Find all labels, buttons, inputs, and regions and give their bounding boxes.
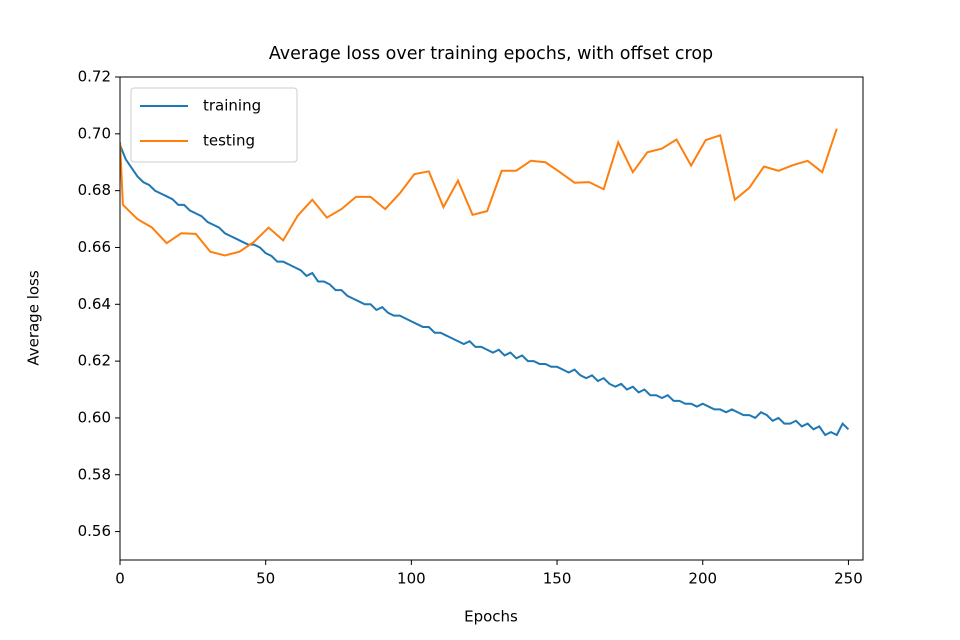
legend-label: training: [203, 97, 261, 115]
y-tick-label: 0.58: [78, 465, 111, 483]
x-tick-label: 150: [543, 570, 572, 588]
chart-title: Average loss over training epochs, with …: [269, 44, 713, 64]
y-tick-label: 0.66: [78, 238, 111, 256]
y-tick-label: 0.60: [78, 408, 111, 426]
legend-label: testing: [203, 132, 255, 150]
x-axis-label: Epochs: [464, 608, 518, 626]
x-tick-label: 200: [688, 570, 717, 588]
y-tick-label: 0.72: [78, 68, 111, 86]
y-axis-label: Average loss: [25, 270, 43, 366]
x-tick-label: 100: [397, 570, 426, 588]
y-tick-label: 0.64: [78, 295, 111, 313]
y-tick-label: 0.56: [78, 522, 111, 540]
x-tick-label: 50: [256, 570, 275, 588]
y-tick-label: 0.62: [78, 352, 111, 370]
y-tick-label: 0.68: [78, 181, 111, 199]
y-tick-label: 0.70: [78, 124, 111, 142]
x-tick-label: 0: [115, 570, 125, 588]
series-line: [120, 144, 850, 437]
x-tick-label: 250: [834, 570, 863, 588]
series-line: [120, 128, 838, 257]
plot-frame: [119, 76, 864, 561]
